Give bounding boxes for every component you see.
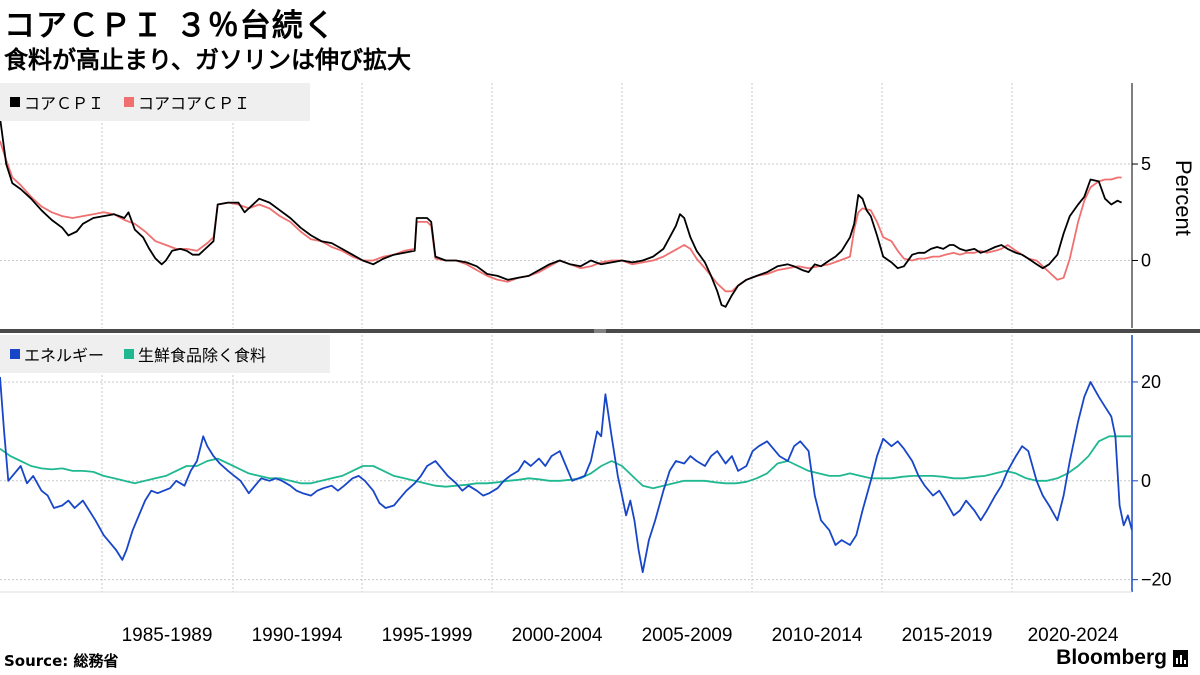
series-line-core-core-cpi	[0, 140, 1122, 293]
brand-name: Bloomberg	[1056, 646, 1167, 669]
legend-label-food: 生鮮食品除く食料	[138, 346, 267, 365]
legend-item-core-core-cpi: コアコアＣＰＩ	[124, 90, 250, 114]
series-line-food	[0, 435, 1132, 490]
legend-label-core-cpi: コアＣＰＩ	[24, 94, 105, 113]
x-tick-label: 1995-1999	[382, 625, 473, 646]
bloomberg-logo: Bloomberg	[1056, 646, 1188, 670]
series-line-energy	[0, 376, 1132, 574]
x-tick-label: 1985-1989	[122, 625, 213, 646]
x-tick-label: 2005-2009	[642, 625, 733, 646]
legend-swatch-food	[124, 349, 135, 359]
series-line-core-cpi	[0, 117, 1122, 308]
legend-item-energy: エネルギー	[10, 342, 104, 366]
y-tick-label-bottom: −20	[1141, 570, 1172, 590]
panel-divider	[0, 329, 1200, 333]
chart-title: コアＣＰＩ ３％台続く	[4, 8, 336, 44]
legend-label-core-core-cpi: コアコアＣＰＩ	[138, 94, 251, 113]
y-tick-label-bottom: 0	[1141, 471, 1151, 491]
legend-label-energy: エネルギー	[24, 346, 105, 365]
legend-swatch-core-core-cpi	[124, 97, 135, 107]
x-tick-label: 2000-2004	[512, 625, 603, 646]
chart-subtitle: 食料が高止まり、ガソリンは伸び拡大	[4, 46, 412, 74]
x-tick-label: 2015-2019	[902, 625, 993, 646]
y-tick-label-bottom: 20	[1141, 372, 1161, 392]
legend-top: コアＣＰＩ コアコアＣＰＩ	[0, 83, 310, 121]
y-tick-label-top: 0	[1141, 250, 1151, 270]
bloomberg-terminal-icon	[1173, 649, 1188, 667]
legend-bottom: エネルギー 生鮮食品除く食料	[0, 335, 330, 373]
x-tick-label: 2010-2014	[772, 625, 863, 646]
legend-item-core-cpi: コアＣＰＩ	[10, 90, 104, 114]
legend-swatch-energy	[10, 349, 20, 359]
legend-swatch-core-cpi	[10, 97, 20, 107]
source-note: Source: 総務省	[4, 652, 119, 670]
x-tick-label: 2020-2024	[1028, 625, 1119, 646]
x-tick-label: 1990-1994	[252, 625, 343, 646]
y-axis-label: Percent	[1171, 160, 1196, 236]
legend-item-food: 生鮮食品除く食料	[124, 342, 266, 366]
y-tick-label-top: 5	[1141, 154, 1151, 174]
